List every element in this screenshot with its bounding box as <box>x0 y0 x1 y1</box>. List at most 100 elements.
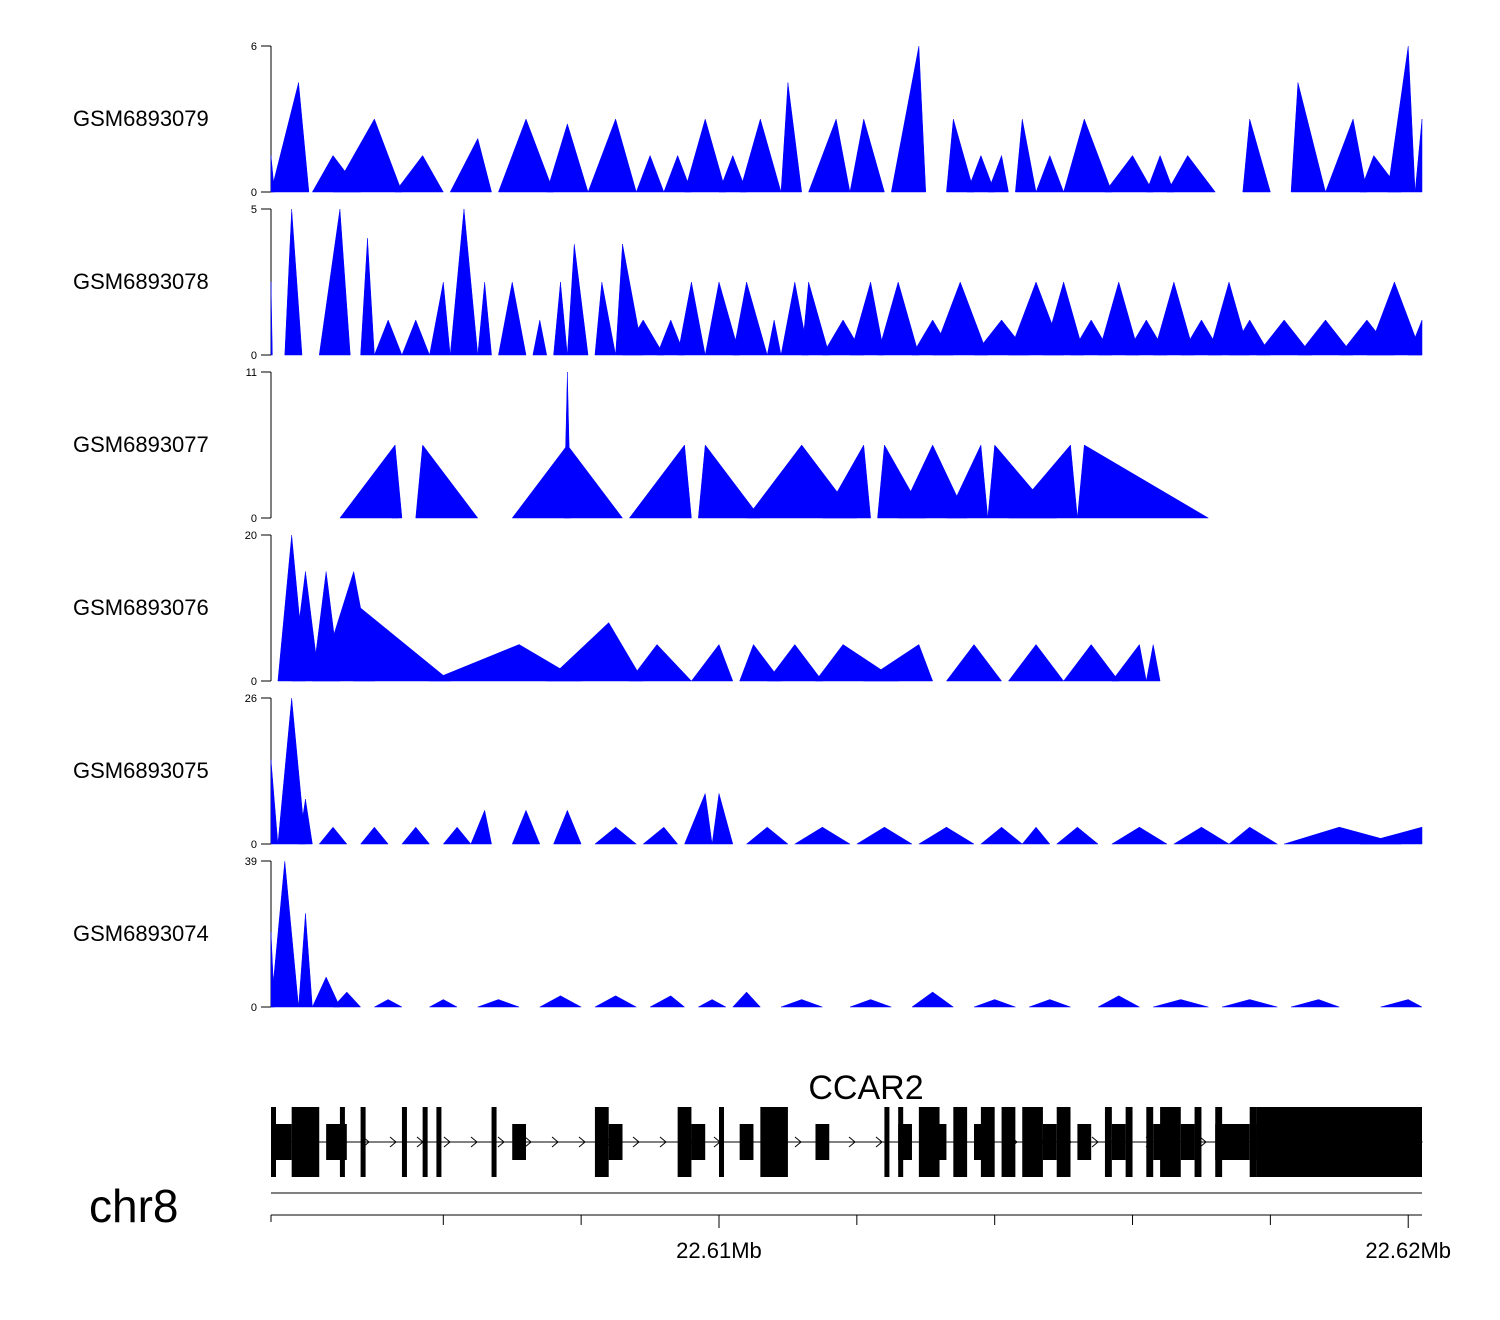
y-tick-label-min: 0 <box>251 513 257 525</box>
genome-axis: chr8 22.61Mb 22.62Mb <box>89 1180 1451 1263</box>
coverage-peak <box>449 137 492 193</box>
coverage-peak <box>862 644 934 682</box>
coverage-peak <box>1228 826 1279 845</box>
coverage-peak <box>270 860 299 1008</box>
coverage-peak <box>849 281 885 356</box>
coverage-peak <box>360 826 389 845</box>
exon-coding <box>1146 1107 1154 1177</box>
coverage-peak <box>890 45 927 193</box>
coverage-peak <box>793 826 851 845</box>
coverage-peak <box>684 792 713 845</box>
y-tick-label-max: 11 <box>246 367 257 379</box>
coverage-peak <box>946 444 989 519</box>
y-tick-label-min: 0 <box>251 1002 257 1014</box>
exon-coding <box>401 1107 407 1177</box>
coverage-peak <box>1407 319 1423 356</box>
coverage-peak <box>1007 644 1065 682</box>
coverage-peak <box>442 826 472 845</box>
coverage-peak <box>1029 999 1071 1008</box>
exon-coding <box>271 1107 276 1177</box>
coverage-peak <box>391 444 399 519</box>
coverage-peak <box>732 991 761 1008</box>
coverage-peak <box>318 826 348 845</box>
coverage-peak <box>270 82 310 193</box>
strand-arrow <box>875 1136 883 1148</box>
gene-name-label: CCAR2 <box>808 1069 923 1107</box>
coverage-peak <box>628 444 692 519</box>
coverage-peak <box>429 999 458 1008</box>
coverage-peak <box>498 118 554 193</box>
coverage-peak <box>980 826 1023 845</box>
coverage-peak <box>298 913 313 1008</box>
exon-coding <box>760 1107 788 1177</box>
coverage-peak <box>801 281 830 356</box>
coverage-peak <box>374 319 403 356</box>
coverage-peak <box>1222 999 1278 1008</box>
track-GSM6893074: GSM6893074 39 0 <box>73 856 1423 1014</box>
exon-coding <box>953 1107 968 1177</box>
coverage-peak <box>1104 155 1154 193</box>
exon-coding <box>436 1107 442 1177</box>
coverage-peak <box>1290 999 1340 1008</box>
coverage-peak <box>374 999 403 1008</box>
coverage-peak <box>684 118 727 193</box>
exon-coding <box>594 1107 609 1177</box>
coverage-peak <box>1325 118 1368 193</box>
coverage-peak <box>746 444 858 519</box>
coverage-peak <box>429 281 451 356</box>
coverage-peak <box>1242 118 1271 193</box>
coverage-peak <box>332 118 403 193</box>
coverage-peak <box>642 826 679 845</box>
y-tick-label-min: 0 <box>251 187 257 199</box>
coverage-peak <box>311 976 341 1008</box>
coverage-peak <box>353 607 451 682</box>
coverage-peak <box>298 799 313 845</box>
coverage-peak <box>973 999 1016 1008</box>
exon-coding <box>1215 1107 1223 1177</box>
coverage-peak <box>1042 281 1085 356</box>
coverage-peak <box>677 281 706 356</box>
coverage-peak <box>849 999 892 1008</box>
strand-arrow <box>470 1136 478 1148</box>
exon-coding <box>1194 1107 1202 1177</box>
coverage-peak <box>1256 319 1313 356</box>
coverage-peak <box>635 154 665 193</box>
coverage-peak <box>360 238 375 356</box>
coverage-peak <box>1007 444 1078 519</box>
coverage-peak <box>1021 826 1051 845</box>
exon-coding <box>491 1107 497 1177</box>
coverage-peak <box>780 999 823 1008</box>
coverage-peak <box>511 809 541 845</box>
coverage-peak <box>415 444 479 519</box>
coverage-peak <box>932 281 989 356</box>
coverage-peak <box>1145 154 1175 193</box>
coverage-peak <box>449 208 479 356</box>
coverage-peak <box>1097 281 1140 356</box>
coverage-peak <box>470 809 492 845</box>
coverage-peak <box>587 118 637 193</box>
coverage-tracks: GSM689307960GSM689307850GSM6893077110GSM… <box>73 41 1423 1014</box>
coverage-peak <box>394 155 444 193</box>
exon-utr <box>608 1124 623 1160</box>
coverage-peak <box>511 444 624 519</box>
coverage-peak <box>780 82 802 193</box>
coverage-peak <box>1172 826 1230 845</box>
exon-coding <box>291 1107 320 1177</box>
coverage-peak <box>704 281 741 356</box>
coverage-peak <box>1284 826 1402 845</box>
coverage-peak <box>594 826 637 845</box>
strand-arrow <box>524 1136 532 1148</box>
coverage-peak <box>1097 995 1140 1008</box>
coverage-peak <box>594 281 616 356</box>
coverage-peak <box>553 809 582 845</box>
exon-coding <box>918 1107 940 1177</box>
coverage-peak <box>821 444 871 519</box>
coverage-peak <box>897 444 968 519</box>
coverage-peak <box>477 999 520 1008</box>
coverage-peak <box>690 643 734 682</box>
coverage-peak <box>291 571 320 682</box>
coverage-peak <box>1290 82 1326 193</box>
coverage-peak <box>401 319 430 356</box>
exon-utr <box>739 1124 754 1160</box>
coverage-peak <box>1387 45 1416 193</box>
